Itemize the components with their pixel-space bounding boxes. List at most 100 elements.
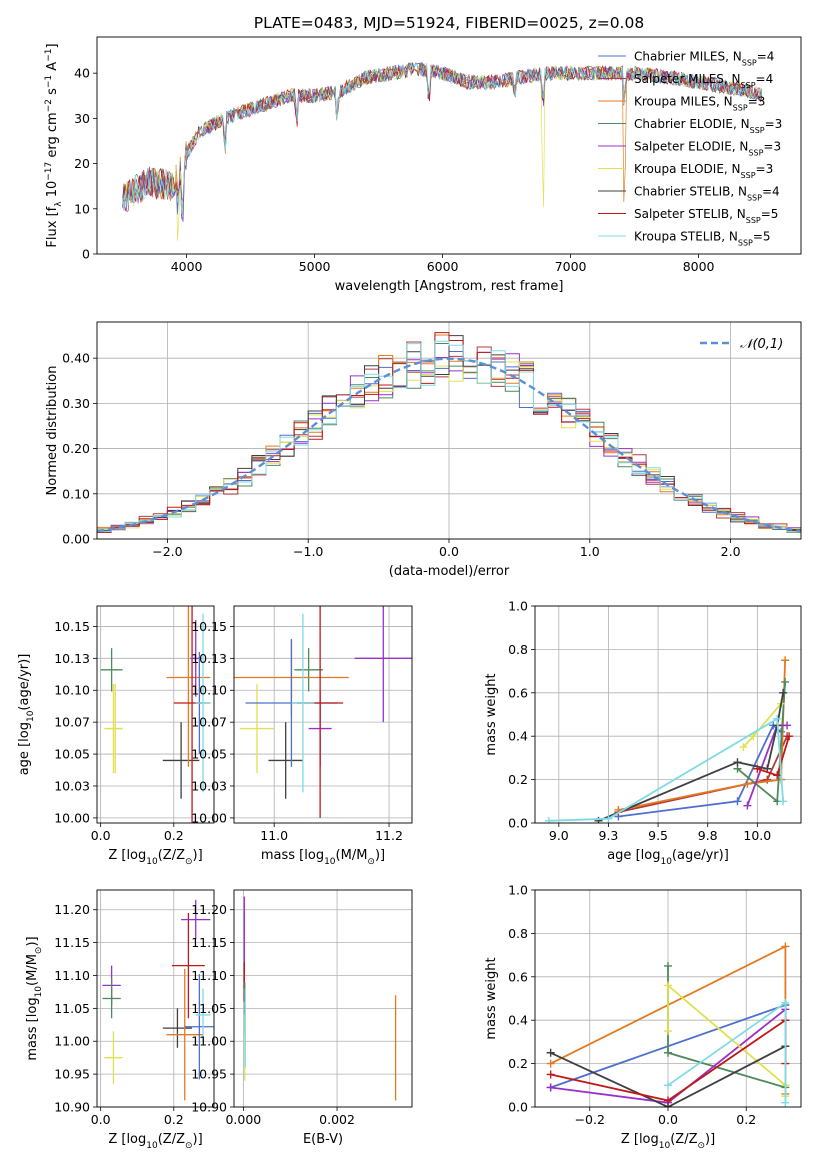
label-part: ⊙ xyxy=(697,1141,705,1151)
label-part: 10 xyxy=(659,1141,671,1151)
y-tick-label: 0.2 xyxy=(508,772,528,787)
legend-suffix: =3 xyxy=(763,140,781,154)
label-part: −1 xyxy=(44,49,54,62)
x-tick-label: 4000 xyxy=(171,259,203,274)
label-part: mass weight xyxy=(484,957,499,1039)
x-tick-label: 10.0 xyxy=(743,828,771,843)
panel-mass-vs-ebv: 0.000 0.002 10.90 10.95 11.00 11.05 11.10 11.15… xyxy=(191,889,413,1147)
label-part: 10 xyxy=(146,857,158,867)
x-tick-label: 7000 xyxy=(555,259,587,274)
x-tick-label: 2.0 xyxy=(721,544,741,559)
y-tick-label: 0.6 xyxy=(508,969,528,984)
x-tick-label: 0.002 xyxy=(319,1112,355,1127)
y-tick-label: 0.8 xyxy=(508,926,528,941)
label-part: −2 xyxy=(44,99,54,112)
legend-sub: SSP xyxy=(741,171,756,180)
legend-suffix: =3 xyxy=(756,162,774,176)
legend-label: Salpeter ELODIE, N xyxy=(634,140,748,154)
weight-marker xyxy=(664,961,672,970)
label-part: 10 xyxy=(660,857,672,867)
y-tick-label: 10.10 xyxy=(191,683,227,698)
y-tick-label: 1.0 xyxy=(508,883,528,898)
y-axis-label: Flux [fλ 10−17 erg cm−2 s−1 A−1] xyxy=(44,43,64,247)
label-part: (Z/Z xyxy=(670,1132,697,1147)
legend-sub: SSP xyxy=(748,148,763,157)
axes-frame xyxy=(233,889,413,1108)
legend-entry: Chabrier STELIB, NSSP=4 xyxy=(634,185,780,203)
axes-frame xyxy=(534,889,802,1108)
label-part: ⊙ xyxy=(367,857,375,867)
label-part: A xyxy=(45,62,60,75)
legend-label: Salpeter STELIB, N xyxy=(634,207,746,221)
legend-entry: Chabrier MILES, NSSP=4 xyxy=(634,50,774,68)
weight-marker xyxy=(664,1096,672,1105)
x-tick-label: 9.0 xyxy=(549,828,569,843)
x-tick-label: −1.0 xyxy=(293,544,323,559)
legend-sub: SSP xyxy=(741,81,756,90)
label-part: log xyxy=(126,1132,146,1147)
label-part: 10 xyxy=(146,1141,158,1151)
x-tick-label: 9.3 xyxy=(599,828,619,843)
weight-marker xyxy=(546,1048,555,1057)
y-tick-label: 10.95 xyxy=(54,1067,90,1082)
label-part: ⊙ xyxy=(34,947,44,955)
plot-area xyxy=(243,896,397,1101)
plot-area xyxy=(234,606,412,818)
x-tick-label: 6000 xyxy=(427,259,459,274)
axes-frame xyxy=(96,36,802,255)
legend-suffix: =3 xyxy=(748,95,766,109)
legend-suffix: =4 xyxy=(756,72,774,86)
label-part: )] xyxy=(705,1132,715,1147)
panel-residuals: −2.0 −1.0 0.0 1.0 2.0 0.00 0.10 0.20 0.30 0.40 (da… xyxy=(45,321,802,579)
panel-weight-vs-Z: −0.2 0.0 0.2 0.0 0.2 0.4 0.6 0.8 1.0 Z [log10(Z/Z… xyxy=(484,883,802,1151)
legend-label: Kroupa ELODIE, N xyxy=(634,162,741,176)
legend-entry: Kroupa ELODIE, NSSP=3 xyxy=(634,162,773,180)
y-tick-label: 10.90 xyxy=(191,1100,227,1115)
weight-marker xyxy=(594,816,603,823)
weight-marker xyxy=(733,797,742,806)
label-part: Flux [f xyxy=(45,206,60,247)
weight-marker xyxy=(664,1081,672,1090)
label-part: Normed distribution xyxy=(45,366,60,496)
spectrum-line xyxy=(122,62,763,215)
plot-area xyxy=(546,942,790,1107)
y-tick-label: 10.00 xyxy=(191,810,227,825)
label-part: ⊙ xyxy=(185,1141,193,1151)
y-tick-label: 0 xyxy=(82,247,90,262)
x-tick-label: 8000 xyxy=(683,259,715,274)
label-part: log xyxy=(639,1132,659,1147)
label-part: (M/M xyxy=(25,954,40,986)
x-axis-label: Z [log10(Z/Z⊙)] xyxy=(108,848,202,867)
panel-spectrum: 4000 5000 6000 7000 8000 0 10 20 30 40 wavelength … xyxy=(44,36,802,294)
weight-marker xyxy=(781,677,790,686)
y-tick-label: 10.95 xyxy=(191,1067,227,1082)
x-tick-label: 0.0 xyxy=(658,1112,678,1127)
spectrum-line xyxy=(122,65,763,203)
label-part: log xyxy=(304,848,324,863)
panel-age-vs-mass: 11.0 11.2 10.00 10.03 10.05 10.07 10.10 10.13 10… xyxy=(191,605,413,867)
label-part: 10 xyxy=(45,181,60,202)
y-tick-label: 10 xyxy=(74,201,90,216)
x-axis-label: wavelength [Angstrom, rest frame] xyxy=(335,279,564,294)
label-part: )] xyxy=(193,1132,203,1147)
label-part: Z [ xyxy=(108,1132,126,1147)
x-tick-label: 9.5 xyxy=(648,828,668,843)
label-part: λ xyxy=(54,201,64,207)
legend-label: Chabrier MILES, N xyxy=(634,50,742,64)
legend-label: Kroupa MILES, N xyxy=(634,95,733,109)
label-part: mass [ xyxy=(261,848,304,863)
weight-marker xyxy=(544,816,553,823)
label-part: )] xyxy=(25,936,40,946)
legend-suffix: =5 xyxy=(753,230,771,244)
y-tick-label: 10.05 xyxy=(191,747,227,762)
x-tick-label: 11.2 xyxy=(375,828,403,843)
x-axis-label: age [log10(age/yr)] xyxy=(607,848,729,867)
legend-sub: SSP xyxy=(742,58,757,67)
legend-entry: 𝒩(0,1) xyxy=(740,337,783,352)
label-part: (data-model)/error xyxy=(389,564,510,579)
legend-suffix: =5 xyxy=(761,207,779,221)
x-tick-label: 5000 xyxy=(299,259,331,274)
label-part: (Z/Z xyxy=(158,848,185,863)
y-tick-label: 11.05 xyxy=(54,1001,90,1016)
y-tick-label: 10.15 xyxy=(54,619,90,634)
